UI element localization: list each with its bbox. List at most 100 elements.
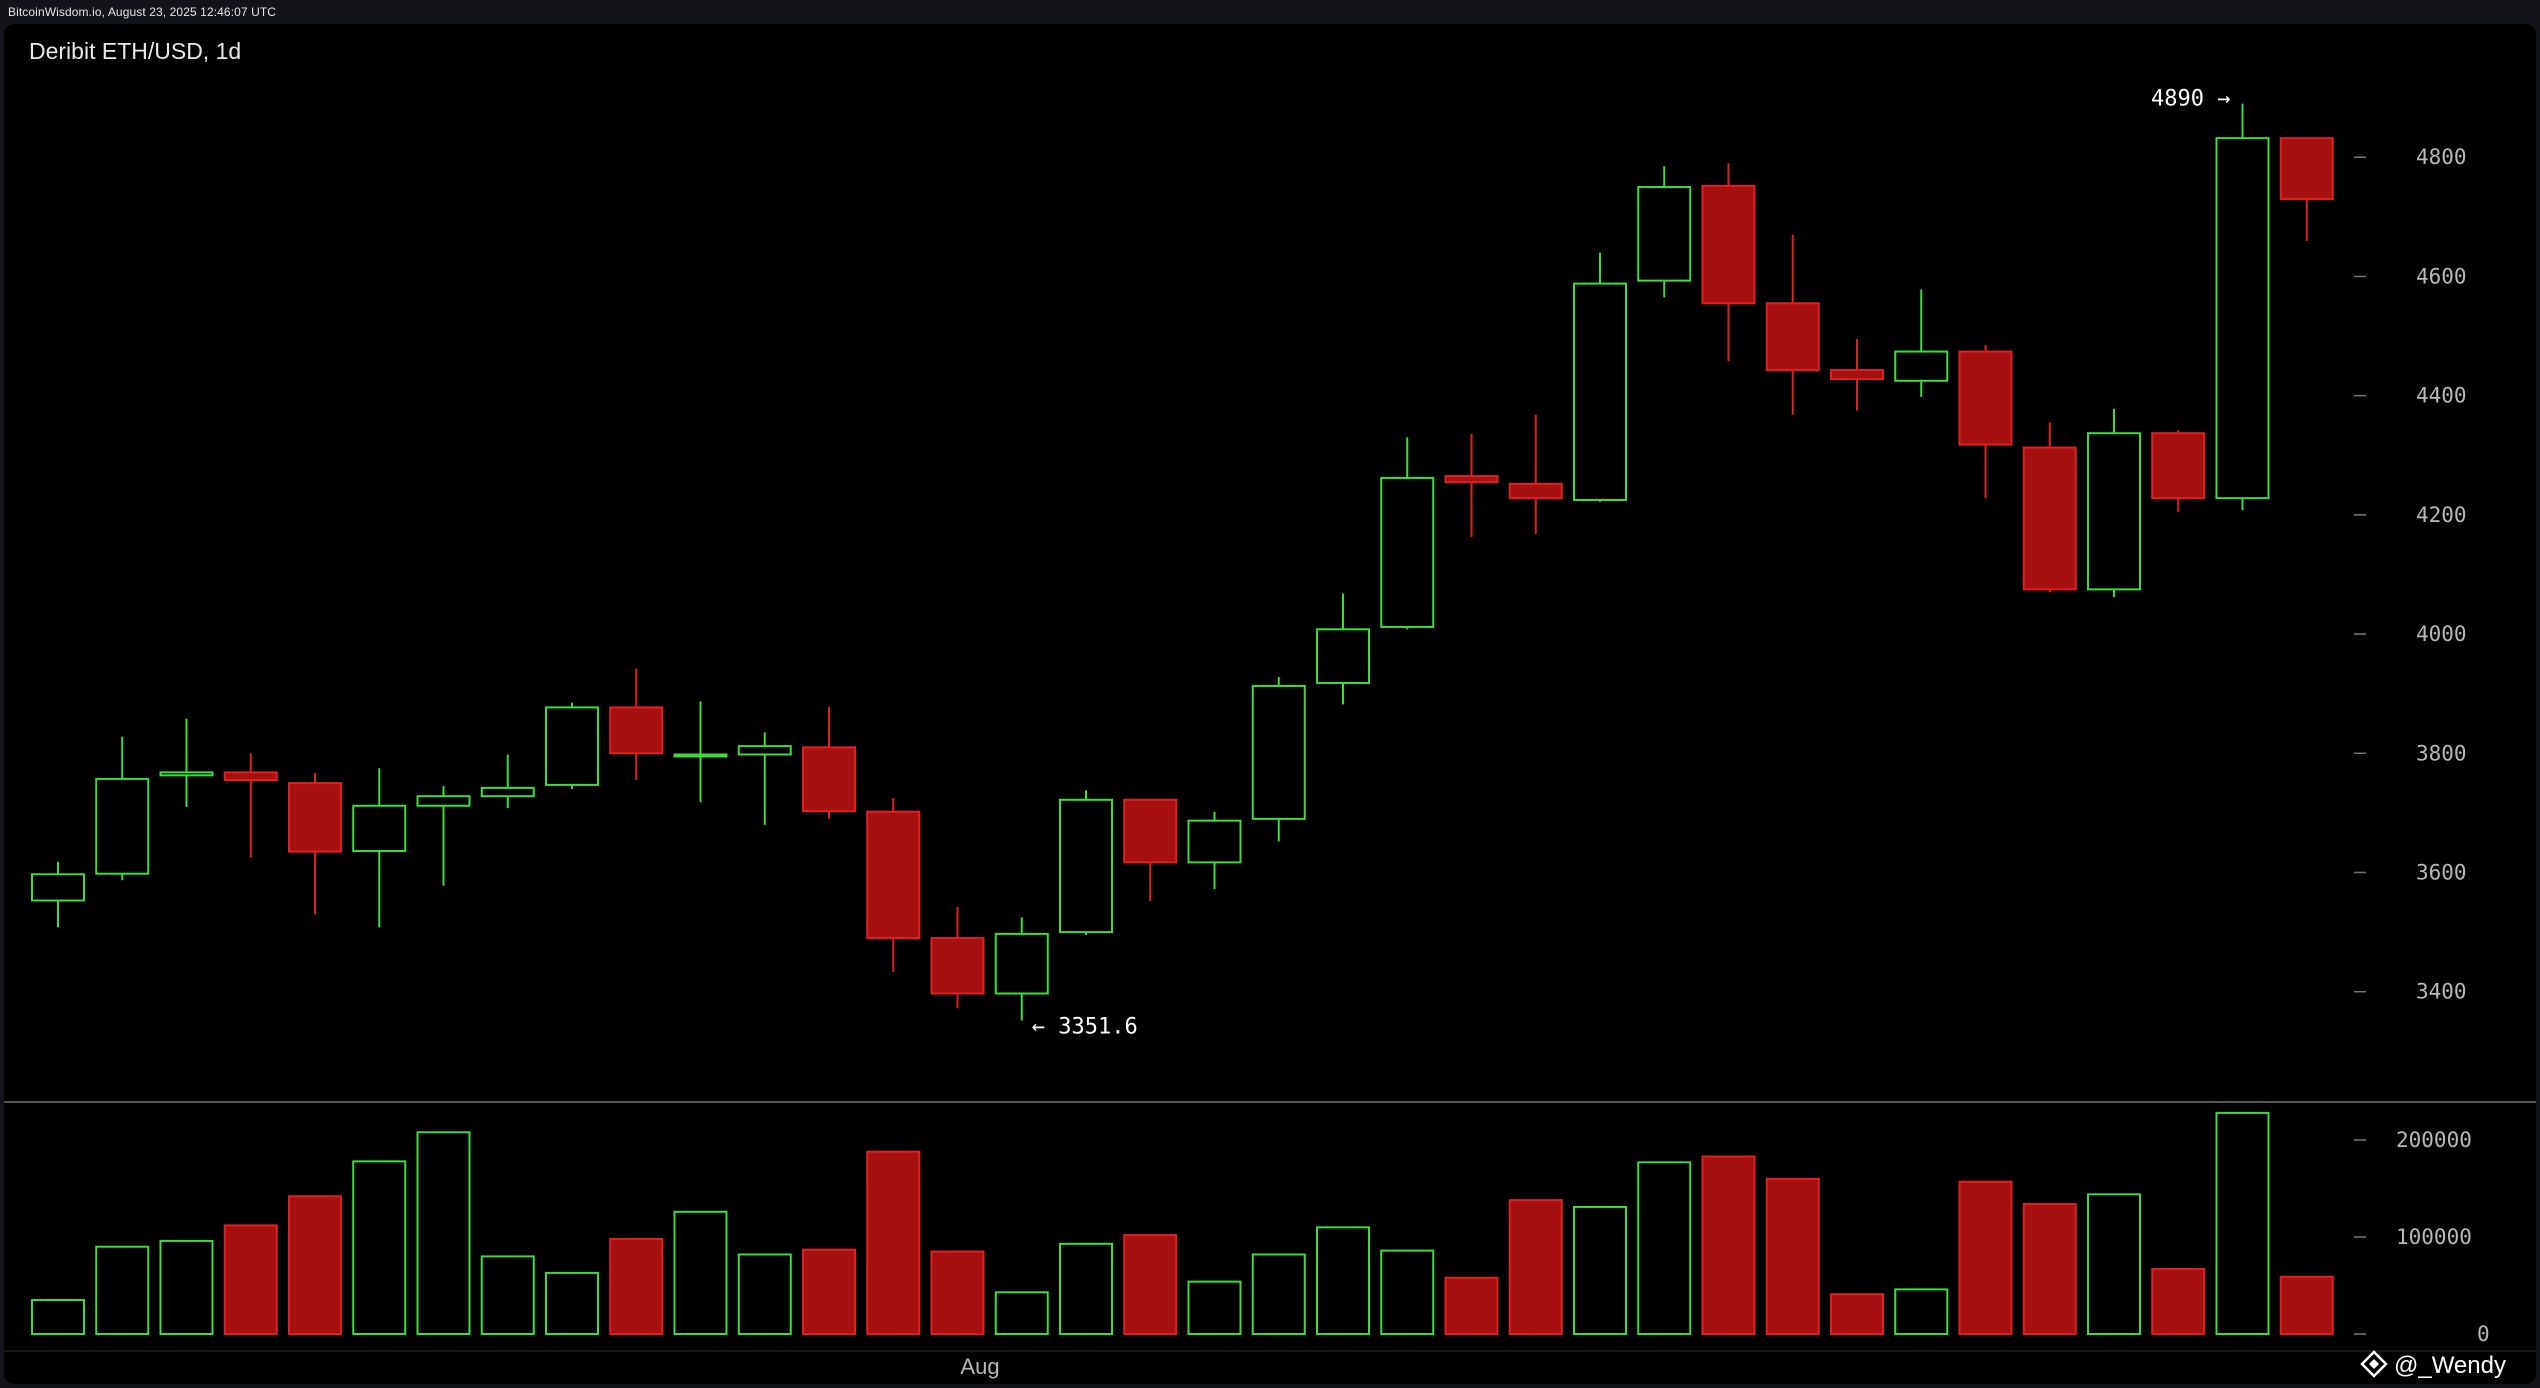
volume-bar-down — [1765, 1177, 1820, 1336]
source-timestamp: BitcoinWisdom.io, August 23, 2025 12:46:… — [8, 5, 277, 19]
candle-body-down — [1765, 302, 1820, 372]
candle-body-down — [2022, 446, 2077, 591]
price-tick-label: 4800 — [2416, 145, 2467, 169]
candle-body-down — [866, 810, 921, 940]
price-tick-label: 4600 — [2416, 264, 2467, 288]
price-annotation: 4890 → — [2151, 87, 2230, 112]
volume-bar-down — [2022, 1203, 2077, 1335]
time-axis: Aug — [960, 1354, 999, 1379]
watermark-text: @_Wendy — [2394, 1352, 2506, 1379]
price-annotations: 4890 → ← 3351.6 — [1032, 87, 2231, 1040]
candle-body-down — [609, 706, 664, 755]
volume-bar-down — [288, 1195, 342, 1335]
candle-body-down — [223, 771, 278, 782]
volume-bar-up — [95, 1245, 150, 1336]
candle-body-up — [994, 932, 1049, 995]
volume-bar-down — [1701, 1155, 1756, 1336]
volume-bar-up — [480, 1255, 535, 1336]
candle-body-up — [2215, 137, 2270, 500]
volume-bar-up — [2087, 1193, 2141, 1336]
candle-body-down — [930, 937, 985, 995]
volume-bar-up — [1894, 1288, 1949, 1336]
candle-body-up — [1637, 186, 1692, 282]
volume-bar-up — [737, 1253, 792, 1335]
volume-bar-up — [159, 1239, 214, 1336]
price-tick-label: 3400 — [2416, 980, 2467, 1004]
candle-body-up — [480, 786, 535, 798]
candle-body-up — [545, 706, 599, 786]
price-tick-label: 4400 — [2416, 384, 2467, 408]
candle-body-up — [95, 777, 150, 875]
time-axis-label: Aug — [960, 1354, 999, 1379]
candle-body-down — [288, 782, 342, 853]
candle-body-up — [1187, 819, 1242, 864]
price-tick-label: 4200 — [2416, 503, 2467, 527]
volume-tick-label: 100000 — [2396, 1225, 2472, 1249]
volume-bar-down — [1444, 1276, 1499, 1335]
candle-body-down — [1508, 482, 1563, 500]
volume-bar-up — [1251, 1253, 1306, 1335]
watermark: @_Wendy — [2360, 1350, 2506, 1379]
volume-bar-down — [802, 1248, 856, 1335]
volume-bar-up — [416, 1131, 471, 1336]
chart-title: Deribit ETH/USD, 1d — [29, 38, 241, 64]
price-volume-chart: Deribit ETH/USD, 1d 3400 3600 3800 4000 4200… — [4, 38, 2536, 1379]
candle-body-up — [1380, 476, 1435, 628]
price-tick-label: 4000 — [2416, 622, 2467, 646]
volume-bar-up — [1187, 1280, 1242, 1335]
price-tick-label: 3800 — [2416, 741, 2467, 765]
volume-bar-up — [1059, 1242, 1113, 1335]
candle-body-down — [2151, 432, 2206, 500]
volume-tick-label: 200000 — [2396, 1128, 2472, 1152]
volume-bars — [31, 1111, 2334, 1336]
candle-body-up — [159, 771, 214, 777]
candle-body-up — [1573, 282, 1627, 501]
volume-bar-up — [31, 1299, 85, 1335]
price-axis: 3400 3600 3800 4000 4200 4400 4600 4800 — [2354, 145, 2467, 1004]
volume-bar-up — [994, 1291, 1049, 1335]
volume-bar-down — [1508, 1199, 1563, 1336]
volume-bar-down — [1958, 1180, 2013, 1335]
candle-body-down — [1830, 369, 1884, 380]
candle-body-down — [1444, 475, 1499, 484]
volume-bar-down — [1830, 1293, 1884, 1335]
chart-frame: Deribit ETH/USD, 1d 3400 3600 3800 4000 4200… — [4, 24, 2536, 1384]
volume-bar-up — [1380, 1249, 1435, 1336]
price-tick-label: 3600 — [2416, 861, 2467, 885]
price-annotation: ← 3351.6 — [1032, 1015, 1138, 1040]
diamond-logo-icon — [2360, 1350, 2388, 1378]
candle-body-up — [737, 745, 792, 756]
candle-body-up — [673, 753, 728, 758]
volume-bar-up — [1573, 1205, 1627, 1336]
candle-body-up — [416, 795, 471, 807]
volume-bar-up — [352, 1160, 407, 1336]
volume-tick-label: 0 — [2477, 1322, 2490, 1346]
volume-bar-down — [866, 1150, 921, 1335]
volume-bar-down — [1123, 1234, 1178, 1336]
volume-bar-down — [609, 1237, 664, 1336]
volume-axis: 0 100000 200000 — [2354, 1128, 2490, 1346]
candle-body-up — [1059, 798, 1113, 934]
candle-body-up — [1316, 628, 1370, 684]
volume-bar-down — [2279, 1275, 2334, 1335]
volume-bar-up — [545, 1271, 599, 1336]
volume-bar-up — [1316, 1226, 1370, 1336]
volume-bar-up — [1637, 1161, 1692, 1336]
candle-body-up — [1894, 350, 1949, 382]
volume-bar-down — [223, 1224, 278, 1335]
candle-body-down — [1958, 350, 2013, 446]
candle-body-up — [31, 873, 85, 902]
volume-bar-down — [2151, 1268, 2206, 1336]
volume-bar-up — [673, 1210, 728, 1336]
candle-body-down — [2279, 137, 2334, 200]
candlesticks — [31, 103, 2334, 1021]
header-bar: BitcoinWisdom.io, August 23, 2025 12:46:… — [0, 0, 2540, 24]
candle-body-down — [1701, 184, 1756, 305]
volume-bar-up — [2215, 1111, 2270, 1335]
volume-bar-down — [930, 1250, 985, 1336]
candle-body-up — [1251, 684, 1306, 820]
candle-body-down — [1123, 798, 1178, 864]
candle-body-down — [802, 746, 856, 813]
candle-body-up — [2087, 432, 2141, 591]
candle-body-up — [352, 804, 407, 853]
